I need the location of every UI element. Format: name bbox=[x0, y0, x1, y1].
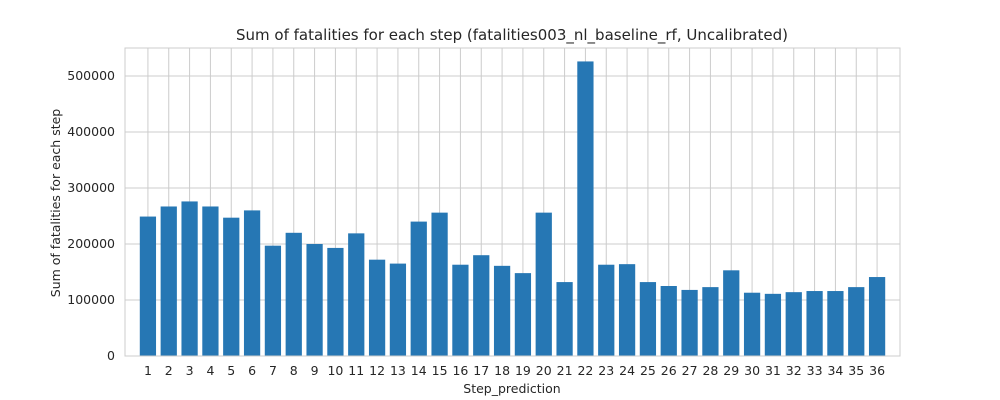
bar-step-16 bbox=[452, 264, 469, 356]
bar-step-34 bbox=[827, 291, 844, 356]
x-tick-labels: 1 2 3 4 5 6 7 8 9 10 11 12 13 14 15 16 17 18 19 20 21 22 23 24 2… bbox=[144, 363, 885, 378]
y-tick-label: 100000 bbox=[67, 292, 115, 307]
bar-step-22 bbox=[577, 61, 594, 356]
bar-step-28 bbox=[702, 287, 719, 356]
x-tick-label: 22 bbox=[577, 363, 593, 378]
y-tick-label: 200000 bbox=[67, 236, 115, 251]
x-tick-label: 13 bbox=[390, 363, 406, 378]
bar-step-20 bbox=[535, 212, 552, 356]
bar-step-14 bbox=[410, 221, 427, 356]
bar-step-3 bbox=[181, 201, 198, 356]
x-tick-label: 33 bbox=[807, 363, 823, 378]
x-tick-label: 8 bbox=[290, 363, 298, 378]
x-tick-label: 19 bbox=[515, 363, 531, 378]
x-tick-label: 34 bbox=[827, 363, 843, 378]
y-tick-label: 400000 bbox=[67, 124, 115, 139]
x-tick-label: 27 bbox=[682, 363, 698, 378]
x-tick-label: 32 bbox=[786, 363, 802, 378]
x-tick-label: 14 bbox=[411, 363, 427, 378]
bar-step-2 bbox=[160, 206, 177, 356]
y-tick-label: 0 bbox=[107, 348, 115, 363]
bar-step-33 bbox=[806, 291, 823, 356]
y-axis-label: Sum of fatalities for each step bbox=[48, 109, 63, 298]
bar-step-4 bbox=[202, 206, 219, 356]
x-axis-label: Step_prediction bbox=[463, 381, 560, 396]
bar-layer bbox=[139, 61, 886, 356]
x-tick-label: 35 bbox=[848, 363, 864, 378]
bar-step-23 bbox=[598, 264, 615, 356]
bar-step-35 bbox=[848, 287, 865, 356]
bar-step-5 bbox=[223, 217, 240, 356]
bar-step-31 bbox=[764, 293, 782, 356]
x-tick-label: 24 bbox=[619, 363, 635, 378]
x-tick-label: 21 bbox=[557, 363, 573, 378]
bar-step-24 bbox=[618, 264, 636, 356]
x-tick-label: 26 bbox=[661, 363, 677, 378]
bar-step-15 bbox=[431, 212, 448, 356]
bar-step-27 bbox=[681, 289, 698, 356]
x-tick-label: 4 bbox=[206, 363, 214, 378]
x-tick-label: 7 bbox=[269, 363, 277, 378]
x-tick-label: 1 bbox=[144, 363, 152, 378]
bar-step-13 bbox=[389, 263, 407, 356]
bar-step-9 bbox=[306, 244, 323, 356]
x-tick-label: 6 bbox=[248, 363, 256, 378]
x-tick-label: 31 bbox=[765, 363, 781, 378]
x-tick-label: 10 bbox=[327, 363, 343, 378]
bar-step-25 bbox=[639, 282, 657, 356]
bar-step-1 bbox=[139, 216, 157, 356]
grid-layer bbox=[125, 48, 900, 357]
bar-step-30 bbox=[743, 292, 761, 356]
x-tick-label: 20 bbox=[536, 363, 552, 378]
x-tick-label: 2 bbox=[165, 363, 173, 378]
bar-step-21 bbox=[556, 282, 573, 356]
x-tick-label: 28 bbox=[702, 363, 718, 378]
y-tick-label: 300000 bbox=[67, 180, 115, 195]
x-tick-label: 15 bbox=[432, 363, 448, 378]
x-tick-label: 16 bbox=[452, 363, 468, 378]
x-tick-label: 29 bbox=[723, 363, 739, 378]
bar-step-18 bbox=[493, 265, 511, 356]
x-tick-label: 36 bbox=[869, 363, 885, 378]
x-tick-label: 3 bbox=[186, 363, 194, 378]
plot-frame bbox=[124, 47, 901, 357]
chart-title: Sum of fatalities for each step (fatalit… bbox=[236, 26, 788, 45]
x-tick-label: 23 bbox=[598, 363, 614, 378]
bar-step-6 bbox=[243, 210, 261, 356]
bar-step-29 bbox=[723, 270, 740, 356]
x-tick-label: 30 bbox=[744, 363, 760, 378]
x-tick-label: 12 bbox=[369, 363, 385, 378]
bar-step-19 bbox=[514, 273, 532, 356]
x-tick-label: 18 bbox=[494, 363, 510, 378]
x-tick-label: 25 bbox=[640, 363, 656, 378]
bar-step-11 bbox=[348, 233, 365, 356]
x-tick-label: 5 bbox=[227, 363, 235, 378]
y-tick-labels: 0 100000 200000 300000 400000 500000 bbox=[67, 68, 115, 363]
bar-step-32 bbox=[785, 292, 802, 356]
x-tick-label: 17 bbox=[473, 363, 489, 378]
bar-step-12 bbox=[368, 259, 386, 356]
bar-step-26 bbox=[660, 286, 677, 356]
bar-step-36 bbox=[868, 277, 886, 356]
bar-step-7 bbox=[264, 245, 282, 356]
bar-step-10 bbox=[327, 247, 344, 356]
y-tick-label: 500000 bbox=[67, 68, 115, 83]
bar-step-8 bbox=[285, 232, 302, 356]
x-tick-label: 11 bbox=[348, 363, 364, 378]
x-tick-label: 9 bbox=[311, 363, 319, 378]
bar-step-17 bbox=[473, 255, 490, 356]
